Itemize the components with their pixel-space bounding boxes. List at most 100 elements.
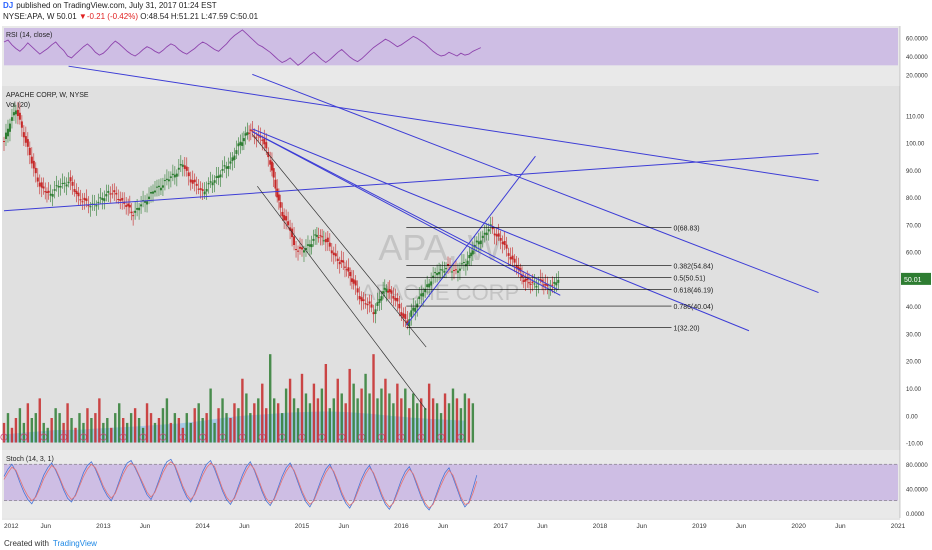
candle-body [57,185,60,188]
candle-body [441,269,444,271]
volume-bar [221,398,224,443]
candle-body [215,176,218,179]
volume-bar [14,418,18,443]
candle-body [509,256,512,260]
candle-body [388,289,391,292]
volume-bar [336,378,339,443]
candle-body [265,142,268,149]
candle-body [119,199,122,201]
candle-body [382,291,385,294]
candle-body [249,129,252,131]
candle-body [347,267,350,272]
candle-body [306,244,309,246]
trendline[interactable] [68,65,819,182]
candle-body [231,157,234,162]
volume-bar [451,388,455,443]
volume-bar [78,413,81,443]
candle-body [263,138,266,145]
volume-bar [209,388,212,443]
candle-body [34,167,37,174]
volume-bar [229,418,232,443]
candle-body [299,246,302,249]
candle-body [505,244,508,249]
volume-bar [356,398,359,443]
volume-bar [241,378,244,443]
trendline[interactable] [252,73,819,294]
candle-body [209,181,212,183]
fib-level-label: 0.786(40.04) [674,304,714,311]
candle-body [302,250,305,253]
candle-body [443,271,446,273]
candle-body [32,160,35,169]
candle-body [146,201,149,205]
stoch-title: Stoch (14, 3, 1) [6,456,54,463]
volume-bar [145,403,149,443]
volume-bar [10,427,14,443]
trendline[interactable] [257,185,427,411]
volume-bar [400,398,403,443]
candle-body [239,141,242,146]
candle-body [544,283,547,286]
volume-bar [304,393,308,443]
candle-body [197,188,200,190]
price-tick-label: 0.00 [906,414,918,420]
candle-body [261,139,264,141]
candle-body [452,270,455,272]
candle-body [522,280,525,282]
time-tick-label: 2014 [195,523,210,530]
candle-body [14,110,17,115]
volume-bar [269,354,272,443]
trendline[interactable] [405,155,536,326]
candle-body [495,234,498,237]
candle-body [217,175,220,178]
author-logo: DJ [3,1,14,10]
candle-body [507,253,510,256]
candle-body [148,196,151,200]
symbol[interactable]: NYSE:APA, W [3,12,55,21]
candle-body [270,161,273,171]
trendline[interactable] [3,152,819,212]
volume-bar [22,422,26,443]
volume-bar [312,383,316,443]
candle-body [85,198,88,202]
fib-level-label: 0.618(46.19) [674,287,714,294]
candle-body [99,197,102,199]
candle-body [211,182,214,186]
time-tick-label: 2015 [295,523,310,530]
volume-bar [360,388,363,443]
candle-body [244,133,247,136]
candle-body [487,229,490,232]
candle-body [414,307,417,312]
candle-body [374,309,377,315]
candle-body [4,132,7,139]
change-arrow-icon: ▼ [78,12,87,21]
candle-body [352,279,355,284]
volume-bar [423,408,427,443]
trendline[interactable] [252,131,559,291]
trendline[interactable] [252,128,750,332]
trendline[interactable] [252,131,561,296]
volume-bar [173,413,177,443]
candle-body [267,151,270,158]
candle-body [89,206,92,208]
price-tick-label: 60.00 [906,251,922,257]
rsi-tick-label: 60.0000 [906,36,928,42]
candle-body [51,194,54,197]
time-tick-label: 2021 [891,523,906,530]
tradingview-brand[interactable]: TradingView [52,539,97,548]
candle-body [91,203,94,205]
price-tick-label: 110.00 [906,114,925,120]
candle-body [223,165,226,167]
volume-bar [70,418,73,443]
trendline[interactable] [252,134,427,348]
candle-body [503,241,506,246]
candle-body [410,310,413,317]
last-price: 50.01 [56,12,77,21]
candle-body [336,258,339,262]
candle-body [233,155,236,160]
candle-body [454,269,457,271]
volume-bar [165,398,169,443]
time-tick-label: 2019 [692,523,707,530]
candle-body [513,258,516,263]
